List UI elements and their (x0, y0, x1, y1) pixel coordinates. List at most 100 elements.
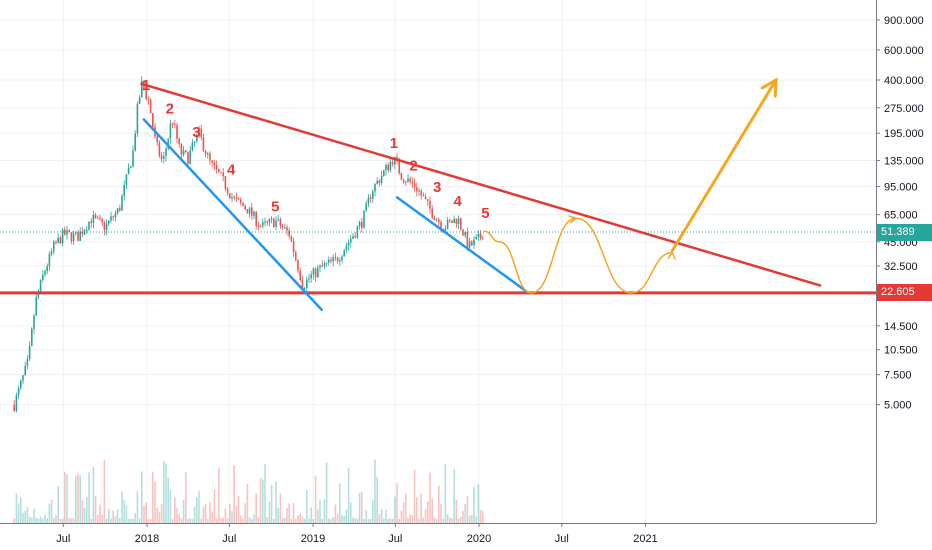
candle-body (383, 170, 385, 176)
candle-body (385, 164, 387, 171)
candle-body (253, 211, 255, 216)
volume-bar (28, 516, 31, 523)
volume-bar (103, 460, 106, 523)
price-axis[interactable]: 900.000 600.000 400.000 275.000 195.000 135.0… (876, 0, 924, 523)
volume-bar (24, 510, 26, 523)
volume-bar (402, 502, 405, 523)
volume-bar (68, 518, 70, 523)
last-price-tag: 51.389 (877, 223, 932, 241)
volume-bar (127, 518, 130, 523)
candle-body (251, 207, 253, 216)
volume-bar (213, 489, 216, 523)
candle-body (400, 172, 403, 180)
volume-bar (310, 507, 312, 523)
volume-bar (431, 498, 433, 523)
volume-bar (79, 475, 81, 523)
candle-body (246, 209, 249, 214)
volume-bar (211, 511, 213, 523)
volume-bar (422, 517, 425, 523)
volume-bar (244, 503, 246, 523)
volume-bar (466, 496, 469, 523)
candle-body (22, 375, 24, 381)
candle-body (200, 128, 202, 138)
candle-body (361, 222, 363, 228)
candle-body (145, 89, 147, 100)
volume-bar (438, 485, 440, 523)
volume-bar (48, 503, 51, 523)
volume-bar (44, 514, 46, 523)
candle-body (319, 265, 321, 268)
candle-body (248, 207, 251, 214)
candle-body (354, 236, 356, 238)
candle-body (288, 230, 290, 237)
time-axis[interactable]: Jul 2018 Jul 2019 Jul 2020 Jul 2021 (0, 523, 876, 545)
price-tick-label: 65.000 (884, 210, 918, 222)
volume-bar (53, 518, 55, 523)
volume-bar (229, 504, 231, 523)
candle-body (457, 218, 460, 224)
volume-bar (220, 517, 222, 523)
candle-body (53, 241, 55, 252)
volume-bar (248, 517, 251, 523)
volume-bar (471, 515, 473, 523)
candle-body (101, 219, 103, 223)
volume-bar (145, 502, 147, 523)
candle-body (24, 365, 26, 376)
candle-body (103, 222, 106, 231)
candle-body (112, 216, 114, 218)
candle-body (389, 161, 392, 171)
candle-body (156, 136, 158, 143)
volume-bar (165, 463, 167, 523)
volume-bar (59, 518, 62, 523)
volume-bar (418, 518, 420, 523)
candle-body (218, 169, 220, 173)
volume-bar (108, 508, 110, 523)
candle-body (275, 220, 277, 227)
candle-body (420, 190, 422, 196)
volume-bar (308, 518, 310, 523)
candle-body (264, 221, 266, 223)
volume-bar (479, 509, 482, 523)
candle-body (433, 217, 436, 221)
volume-bar (378, 514, 381, 523)
candle-body (473, 239, 475, 246)
candle-body (196, 134, 198, 142)
volume-bar (372, 500, 374, 523)
volume-bar (125, 505, 128, 523)
volume-bar (477, 484, 480, 523)
volume-bar (35, 517, 37, 523)
candle-body (352, 236, 354, 239)
volume-bar (114, 516, 117, 523)
candle-body (268, 219, 271, 223)
volume-bar (31, 517, 33, 523)
candle-body (409, 178, 411, 182)
breakout-arrow (670, 78, 778, 253)
candle-body (367, 197, 370, 204)
volume-bar (72, 518, 75, 523)
drawings (0, 77, 876, 312)
volume-bar (457, 518, 460, 523)
volume-bar (396, 483, 398, 523)
candle-body (180, 144, 183, 155)
volume-bar (196, 497, 198, 523)
price-tick-label: 14.500 (884, 321, 918, 333)
volume-bar (70, 518, 73, 523)
price-tick-label: 195.000 (884, 128, 924, 140)
volume-bar (97, 515, 99, 523)
candle-body (35, 297, 37, 316)
volume-bar (273, 518, 275, 523)
candle-body (233, 197, 235, 199)
candle-body (163, 156, 165, 159)
volume-bar (442, 518, 444, 523)
volume-bar (255, 493, 257, 523)
price-tick-label: 900.000 (884, 15, 924, 27)
time-tick-label: 2019 (301, 533, 325, 545)
candle-body (471, 241, 473, 246)
volume-bar (475, 516, 477, 523)
wave-label: 2 (409, 157, 417, 174)
candle-body (369, 197, 372, 199)
volume-bar (123, 500, 125, 523)
volume-bar (259, 477, 262, 523)
candle-body (391, 161, 394, 165)
